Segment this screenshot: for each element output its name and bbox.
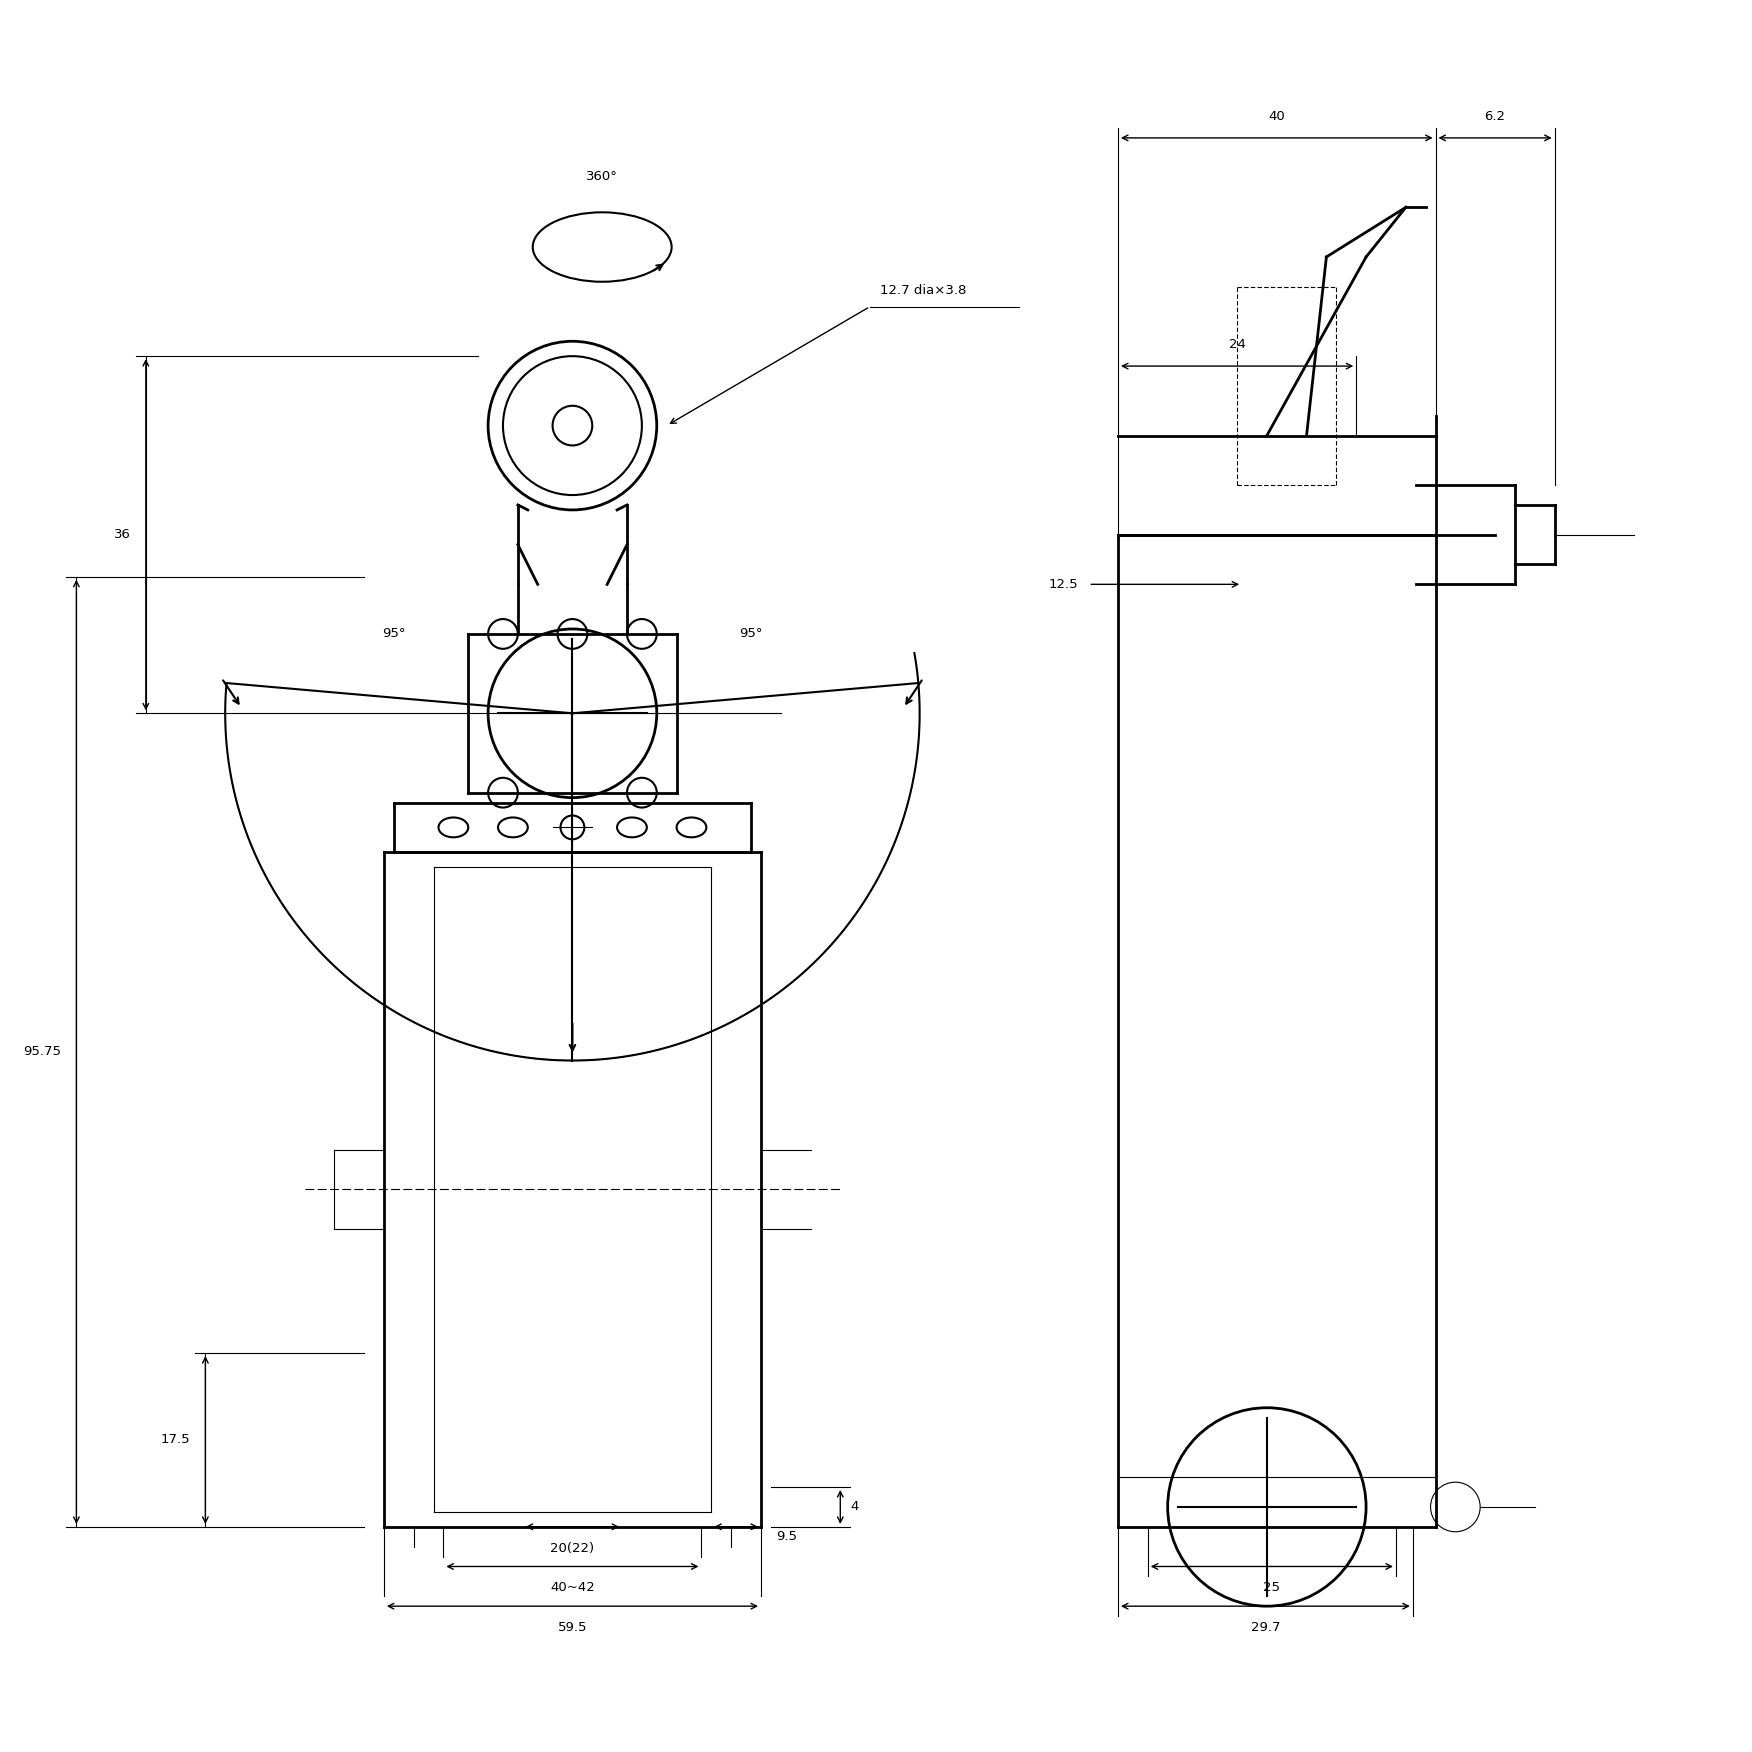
Text: 24: 24	[1228, 338, 1246, 350]
Text: 36: 36	[114, 527, 131, 541]
Text: 59.5: 59.5	[557, 1621, 587, 1635]
Text: 20(22): 20(22)	[550, 1542, 594, 1554]
Text: 12.7 dia×3.8: 12.7 dia×3.8	[880, 284, 967, 296]
Text: 95°: 95°	[739, 627, 762, 641]
Text: 9.5: 9.5	[776, 1529, 797, 1544]
Text: 25: 25	[1263, 1582, 1281, 1594]
Text: 12.5: 12.5	[1049, 578, 1079, 590]
Text: 17.5: 17.5	[161, 1433, 191, 1447]
Text: 360°: 360°	[587, 170, 618, 182]
Text: 40~42: 40~42	[550, 1582, 594, 1594]
Text: 40: 40	[1268, 110, 1286, 123]
Text: 95.75: 95.75	[23, 1046, 61, 1058]
Text: 4: 4	[850, 1500, 858, 1514]
Text: 6.2: 6.2	[1484, 110, 1505, 123]
Text: 29.7: 29.7	[1251, 1621, 1281, 1635]
Text: 95°: 95°	[382, 627, 406, 641]
